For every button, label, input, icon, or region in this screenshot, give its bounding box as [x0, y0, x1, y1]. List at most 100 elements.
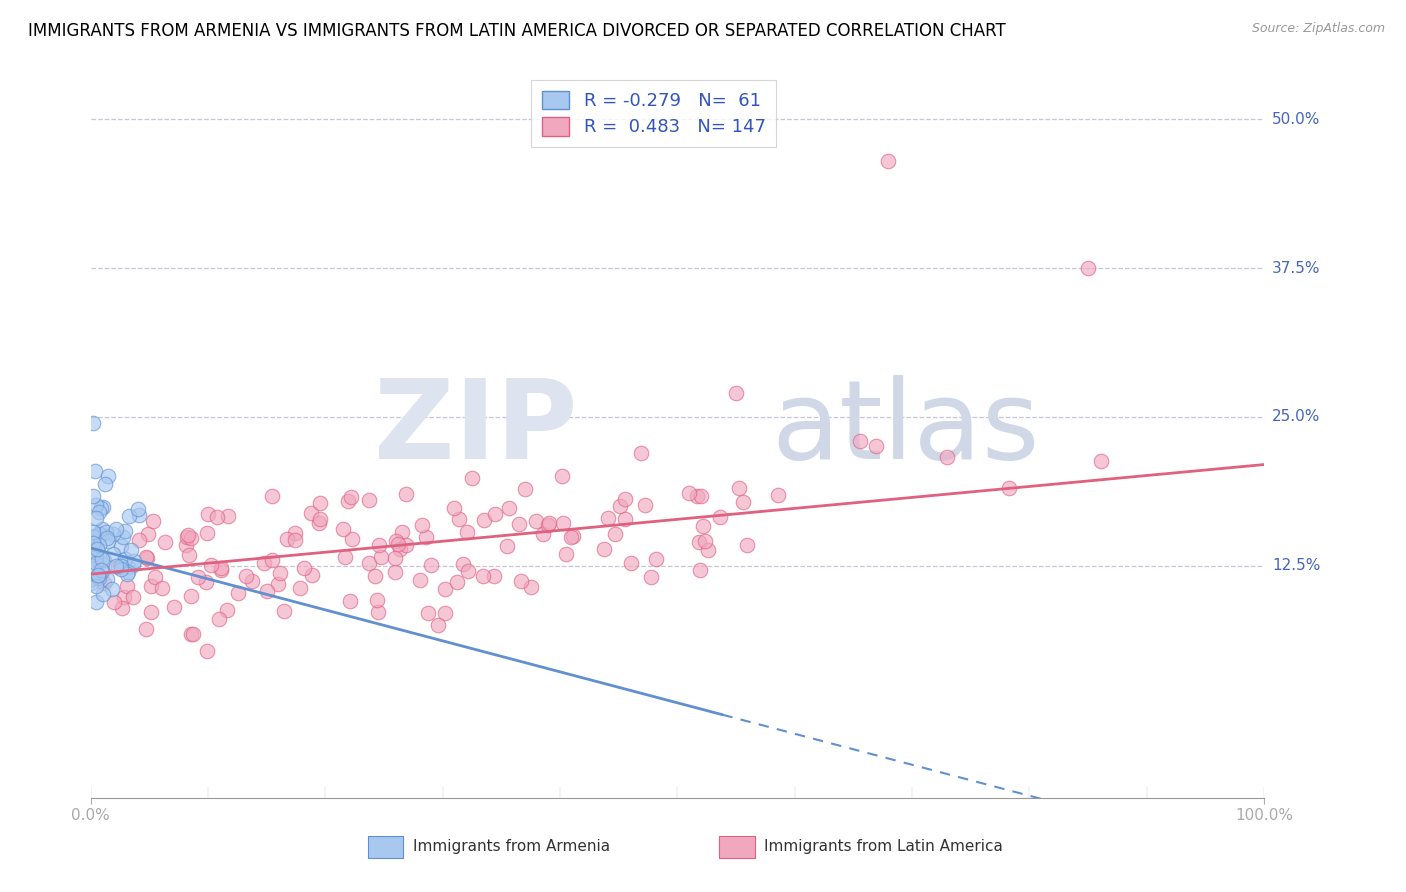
Point: [433, 607, 456, 621]
Point: [634, 498, 657, 512]
Point: [849, 434, 872, 448]
Point: [1077, 260, 1099, 275]
Point: [115, 567, 138, 582]
Point: [456, 525, 478, 540]
Point: [91, 587, 114, 601]
Point: [510, 574, 533, 588]
Point: [174, 538, 197, 552]
Point: [724, 386, 747, 401]
Point: [696, 543, 718, 558]
Point: [385, 534, 408, 549]
Point: [82, 536, 104, 550]
Point: [84, 498, 107, 512]
Point: [605, 527, 627, 541]
Point: [276, 533, 298, 547]
Text: Immigrants from Latin America: Immigrants from Latin America: [765, 838, 1004, 854]
Point: [110, 562, 132, 576]
Point: [735, 537, 758, 551]
Point: [87, 538, 110, 552]
Point: [111, 530, 134, 544]
Point: [253, 556, 276, 570]
Point: [209, 561, 232, 575]
Point: [226, 585, 249, 599]
Point: [143, 569, 166, 583]
Point: [83, 529, 105, 543]
Point: [693, 533, 716, 548]
Point: [82, 547, 104, 561]
Point: [998, 481, 1021, 495]
Point: [299, 506, 322, 520]
Point: [103, 547, 125, 561]
Point: [332, 522, 354, 536]
Point: [79, 572, 101, 586]
Point: [935, 450, 957, 465]
Point: [391, 524, 413, 539]
Point: [84, 511, 107, 525]
Point: [181, 627, 204, 641]
Point: [768, 488, 790, 502]
Point: [138, 526, 160, 541]
Text: 50.0%: 50.0%: [1272, 112, 1320, 127]
Point: [93, 477, 115, 491]
Point: [342, 532, 364, 546]
Point: [395, 537, 418, 551]
Point: [256, 583, 278, 598]
Point: [359, 556, 381, 570]
Point: [84, 549, 107, 563]
Point: [83, 539, 105, 553]
Text: 25.0%: 25.0%: [1272, 409, 1320, 425]
Point: [110, 539, 132, 553]
Point: [337, 493, 360, 508]
Point: [96, 531, 118, 545]
Point: [551, 469, 574, 483]
Point: [80, 558, 103, 573]
Point: [90, 563, 112, 577]
Point: [195, 644, 218, 658]
Point: [205, 509, 228, 524]
Point: [309, 511, 332, 525]
Point: [96, 572, 118, 586]
Point: [427, 617, 450, 632]
Point: [370, 550, 392, 565]
Point: [461, 471, 484, 485]
Point: [176, 530, 198, 544]
Point: [513, 482, 536, 496]
Text: Immigrants from Armenia: Immigrants from Armenia: [413, 838, 610, 854]
Point: [139, 605, 162, 619]
Point: [620, 556, 643, 570]
Point: [87, 571, 110, 585]
Point: [93, 553, 115, 567]
Point: [96, 524, 118, 539]
Point: [555, 547, 578, 561]
Point: [197, 507, 219, 521]
Point: [79, 576, 101, 591]
Point: [117, 559, 139, 574]
Point: [269, 566, 291, 581]
Point: [609, 499, 631, 513]
Point: [208, 612, 231, 626]
Point: [484, 507, 506, 521]
Point: [89, 555, 111, 569]
Point: [136, 551, 159, 566]
Point: [187, 570, 209, 584]
Point: [339, 593, 361, 607]
Point: [118, 508, 141, 523]
Point: [177, 528, 200, 542]
Point: [443, 501, 465, 516]
Point: [82, 490, 104, 504]
Text: 37.5%: 37.5%: [1272, 260, 1320, 276]
Point: [153, 535, 176, 549]
Point: [114, 552, 136, 566]
Point: [112, 591, 135, 605]
Text: IMMIGRANTS FROM ARMENIA VS IMMIGRANTS FROM LATIN AMERICA DIVORCED OR SEPARATED C: IMMIGRANTS FROM ARMENIA VS IMMIGRANTS FR…: [28, 22, 1005, 40]
Point: [384, 551, 406, 566]
Point: [89, 505, 111, 519]
Point: [84, 463, 107, 477]
Point: [217, 603, 239, 617]
Point: [90, 526, 112, 541]
Point: [91, 500, 114, 514]
Point: [84, 579, 107, 593]
Point: [728, 481, 751, 495]
Point: [115, 579, 138, 593]
Point: [195, 525, 218, 540]
